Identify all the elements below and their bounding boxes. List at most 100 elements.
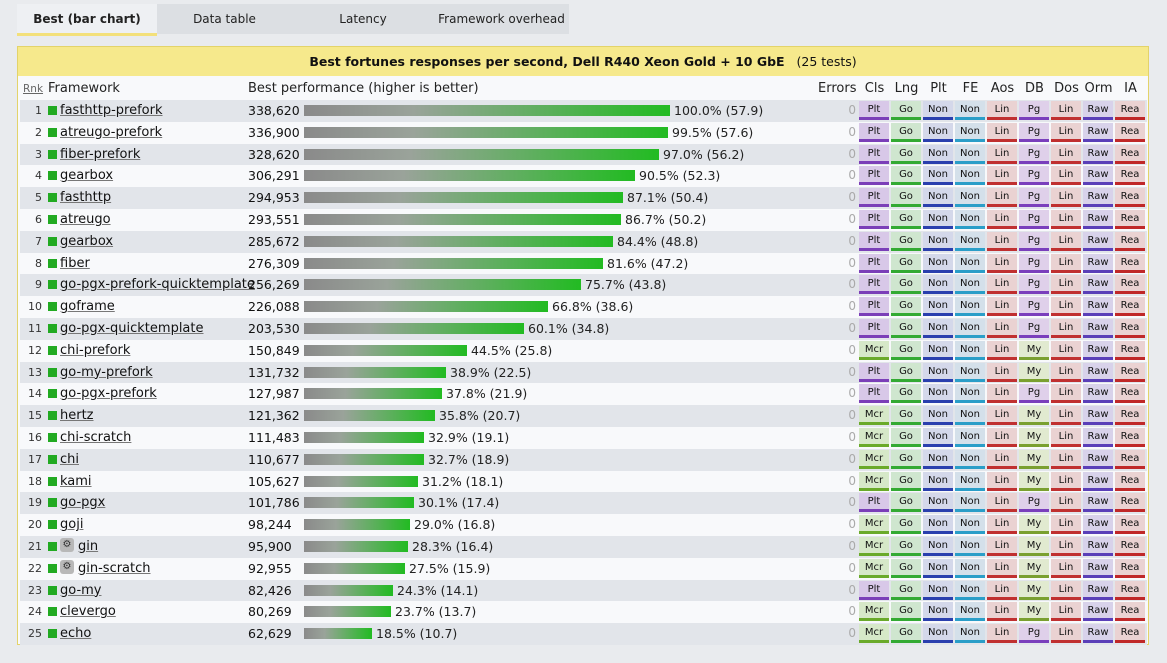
framework-link[interactable]: gin [78,539,99,554]
attribute-badge-plt: Non [923,297,953,317]
framework-color-swatch [48,127,57,137]
framework-link[interactable]: chi [60,451,79,467]
framework-link[interactable]: echo [60,626,92,642]
table-row: 4 gearbox 306,291 90.5% (52.3) 0 Plt Go Non Non L… [20,165,1147,187]
result-percent: 29.0% (16.8) [414,517,496,533]
attribute-badge-orm: Raw [1083,166,1113,186]
result-bar [304,126,668,138]
attribute-badge-ia: Rea [1115,493,1145,513]
attribute-badge-lng: Go [891,602,921,622]
framework-link[interactable]: gearbox [60,233,114,249]
attribute-badge-plt: Non [923,558,953,578]
attribute-badge-ia: Rea [1115,231,1145,251]
table-row: 21 ⚙ gin 95,900 28.3% (16.4) 0 Mcr Go Non Non Lin M… [20,536,1147,558]
framework-link[interactable]: go-my [60,582,102,598]
tab-best-bar-chart[interactable]: Best (bar chart) [17,4,157,36]
attribute-badge-ia: Rea [1115,166,1145,186]
lng-header: Lng [894,81,919,96]
attribute-badge-ia: Rea [1115,384,1145,404]
table-row: 22 ⚙ gin-scratch 92,955 27.5% (15.9) 0 Mcr Go No… [20,558,1147,580]
framework-link[interactable]: goframe [60,299,115,315]
attribute-badge-aos: Lin [987,340,1017,360]
result-bar [304,410,435,422]
result-value: 82,426 [248,582,292,598]
result-percent: 87.1% (50.4) [627,190,709,206]
attribute-badge-aos: Lin [987,471,1017,491]
attribute-badge-fe: Non [955,558,985,578]
fe-header: FE [962,81,979,96]
attribute-badge-fe: Non [955,602,985,622]
framework-link[interactable]: go-pgx-prefork [60,386,157,402]
tab-framework-overhead[interactable]: Framework overhead [434,4,569,34]
framework-link[interactable]: gin-scratch [78,560,151,576]
rank-number: 4 [35,169,42,183]
framework-link[interactable]: clevergo [60,604,116,620]
result-percent: 23.7% (13.7) [395,604,477,620]
attribute-badge-dos: Lin [1051,558,1081,578]
result-percent: 90.5% (52.3) [639,168,721,184]
framework-link[interactable]: go-pgx-prefork-quicktemplate [60,277,255,293]
attribute-badge-plt: Non [923,493,953,513]
aos-header: Aos [990,81,1015,96]
attribute-badge-lng: Go [891,275,921,295]
result-bar [304,235,613,247]
framework-link[interactable]: fiber-prefork [60,146,141,162]
attribute-badge-orm: Raw [1083,210,1113,229]
attribute-badge-fe: Non [955,624,985,644]
framework-link[interactable]: go-my-prefork [60,364,153,380]
result-bar [304,366,446,378]
framework-link[interactable]: hertz [60,408,94,424]
framework-link[interactable]: fasthttp [60,190,112,206]
framework-color-swatch [48,367,57,377]
attribute-badge-cls: Mcr [859,428,889,447]
rank-number: 1 [35,104,42,117]
attribute-badge-plt: Non [923,384,953,404]
rank-header[interactable]: Rnk [23,83,44,95]
attribute-badge-dos: Lin [1051,253,1081,273]
rank-number: 11 [28,322,42,335]
rank-number: 17 [28,452,42,466]
framework-link[interactable]: atreugo [60,212,111,227]
attribute-badge-lng: Go [891,188,921,208]
framework-link[interactable]: atreugo-prefork [60,124,163,140]
result-percent: 99.5% (57.6) [672,124,754,140]
attribute-badge-dos: Lin [1051,537,1081,556]
table-row: 1 fasthttp-prefork 338,620 100.0% (57.9) 0 Pl… [20,100,1147,122]
result-bar [304,148,659,160]
result-value: 328,620 [248,146,300,162]
chart-title: Best fortunes responses per second, Dell… [18,47,1148,76]
attribute-badge-db: Pg [1019,319,1049,338]
attribute-badge-lng: Go [891,231,921,251]
table-row: 23 go-my 82,426 24.3% (14.1) 0 Plt Go Non Non Lin… [20,579,1147,602]
attribute-badge-dos: Lin [1051,319,1081,338]
attribute-badge-db: Pg [1019,384,1049,404]
framework-link[interactable]: chi-prefork [60,342,131,358]
attribute-badge-aos: Lin [987,449,1017,469]
framework-link[interactable]: gearbox [60,168,114,184]
framework-color-swatch [48,542,57,551]
table-row: 19 go-pgx 101,786 30.1% (17.4) 0 Plt Go Non Non L… [20,492,1147,515]
tab-latency[interactable]: Latency [292,4,434,34]
attribute-badge-ia: Rea [1115,428,1145,447]
framework-link[interactable]: chi-scratch [60,430,132,445]
framework-link[interactable]: goji [60,517,84,533]
attribute-badge-ia: Rea [1115,122,1145,142]
framework-link[interactable]: go-pgx [60,495,106,511]
framework-color-swatch [48,563,57,573]
framework-link[interactable]: fasthttp-prefork [60,103,163,118]
attribute-badge-ia: Rea [1115,319,1145,338]
attribute-badge-orm: Raw [1083,449,1113,469]
result-value: 92,955 [248,560,292,576]
framework-link[interactable]: fiber [60,255,90,271]
attribute-badge-aos: Lin [987,144,1017,164]
attribute-badge-plt: Non [923,602,953,622]
attribute-badge-aos: Lin [987,122,1017,142]
attribute-badge-fe: Non [955,449,985,469]
framework-link[interactable]: kami [60,473,92,489]
tab-data-table[interactable]: Data table [157,4,292,34]
attribute-badge-cls: Plt [859,384,889,404]
attribute-badge-ia: Rea [1115,406,1145,426]
attribute-badge-dos: Lin [1051,166,1081,186]
attribute-badge-plt: Non [923,340,953,360]
framework-link[interactable]: go-pgx-quicktemplate [60,321,204,336]
